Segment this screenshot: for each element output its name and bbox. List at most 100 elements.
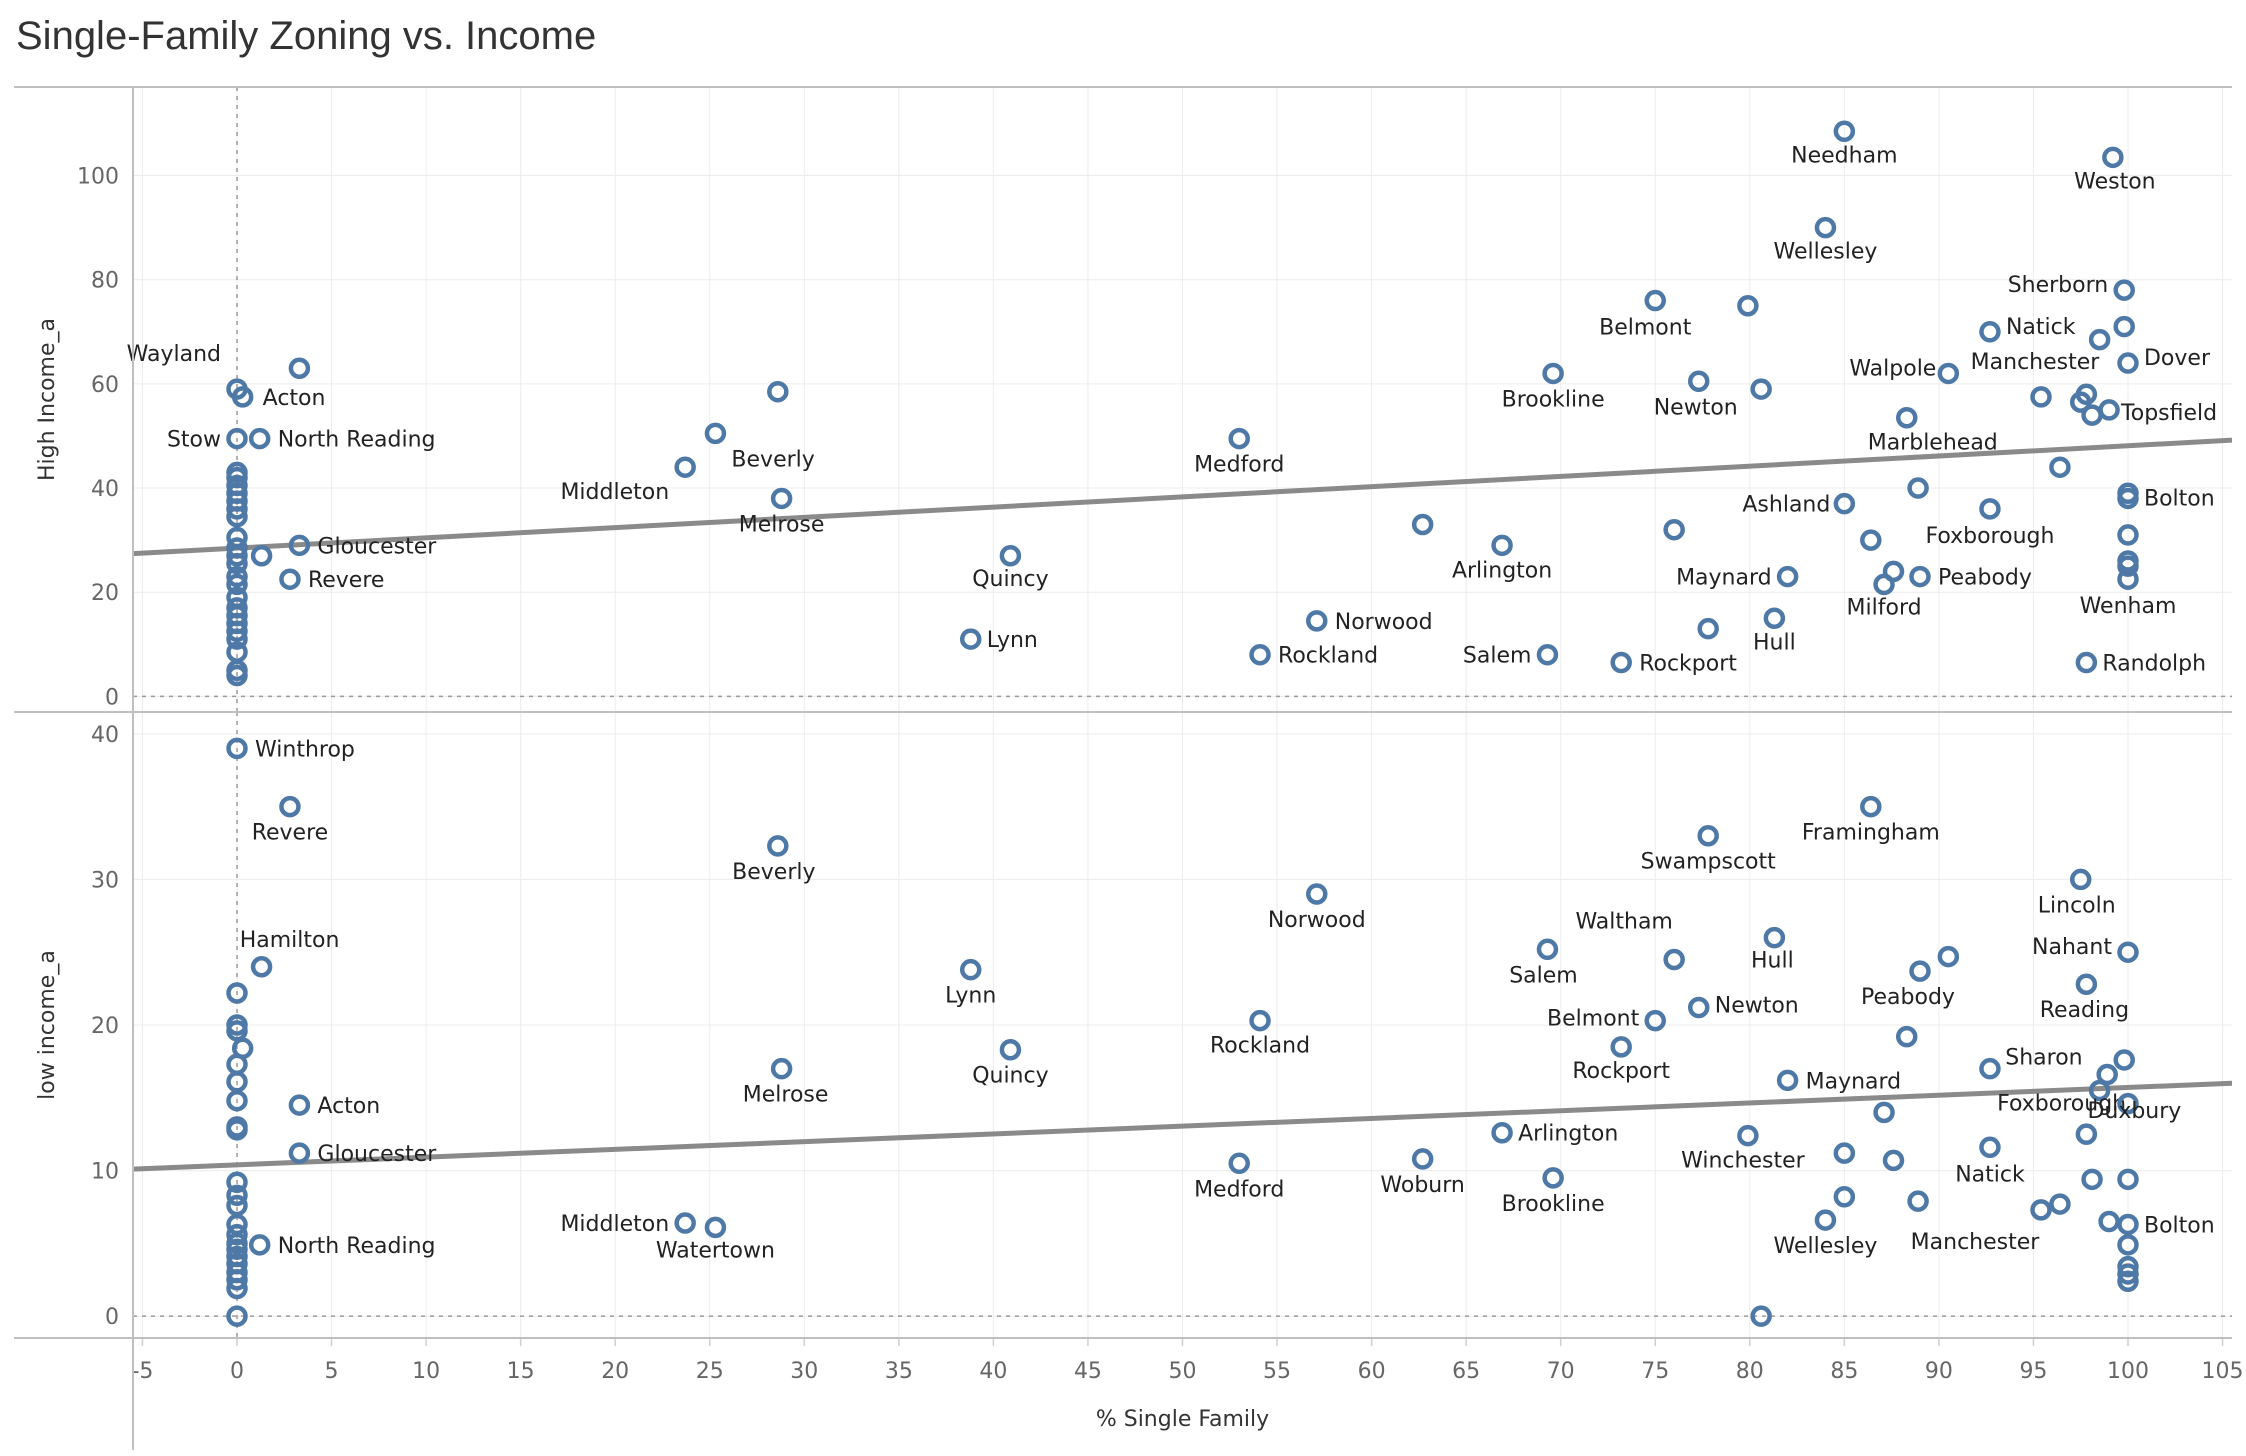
data-point[interactable] [1644, 1009, 1666, 1032]
data-point[interactable] [1833, 1186, 1856, 1208]
data-point[interactable] [226, 620, 248, 643]
data-point[interactable] [999, 545, 1022, 567]
data-point[interactable] [2117, 1255, 2139, 1278]
data-point[interactable] [2069, 868, 2092, 891]
data-point[interactable] [1697, 617, 1719, 640]
data-point[interactable] [767, 835, 789, 857]
data-point[interactable] [226, 737, 248, 760]
data-point[interactable] [226, 982, 248, 1004]
data-point[interactable] [767, 380, 789, 403]
data-point[interactable] [226, 573, 248, 596]
data-point[interactable] [1763, 926, 1786, 949]
data-point[interactable] [1895, 1025, 1918, 1048]
data-point[interactable] [674, 1212, 696, 1234]
data-point[interactable] [674, 456, 696, 478]
data-point[interactable] [1663, 518, 1685, 541]
data-point[interactable] [226, 664, 248, 687]
data-point[interactable] [1979, 1136, 2001, 1159]
data-point[interactable] [226, 1238, 248, 1260]
data-point[interactable] [999, 1038, 1022, 1061]
data-point[interactable] [1610, 1036, 1632, 1058]
data-point[interactable] [226, 1305, 248, 1327]
data-point[interactable] [226, 498, 248, 520]
data-point[interactable] [770, 1057, 793, 1080]
data-point[interactable] [226, 1119, 248, 1141]
data-point[interactable] [2075, 383, 2098, 406]
data-point[interactable] [1909, 565, 1931, 588]
data-point[interactable] [1909, 960, 1931, 982]
data-point[interactable] [2088, 328, 2111, 351]
data-point[interactable] [2113, 1049, 2135, 1071]
data-point[interactable] [1687, 370, 1710, 393]
data-point[interactable] [250, 545, 273, 567]
data-point[interactable] [248, 1234, 271, 1256]
data-point[interactable] [2098, 399, 2120, 421]
data-point[interactable] [1536, 938, 1559, 961]
data-point[interactable] [1979, 321, 2001, 343]
data-point[interactable] [2098, 1210, 2120, 1233]
data-point[interactable] [1737, 1124, 1759, 1147]
data-point[interactable] [2049, 456, 2071, 478]
data-point[interactable] [1937, 945, 1960, 968]
data-point[interactable] [1644, 289, 1666, 312]
data-point[interactable] [2117, 1213, 2139, 1236]
data-point[interactable] [226, 1269, 248, 1291]
data-point[interactable] [1249, 643, 1271, 666]
data-point[interactable] [2088, 1079, 2111, 1102]
data-point[interactable] [1542, 362, 1564, 385]
data-point[interactable] [1979, 498, 2001, 520]
data-point[interactable] [1895, 406, 1918, 429]
data-point[interactable] [226, 628, 248, 650]
data-point[interactable] [959, 628, 982, 650]
data-point[interactable] [770, 487, 793, 510]
data-point[interactable] [279, 795, 301, 818]
data-point[interactable] [1907, 477, 1929, 499]
data-point[interactable] [2117, 555, 2139, 577]
data-point[interactable] [1411, 1148, 1434, 1170]
data-point[interactable] [2117, 487, 2139, 510]
data-point[interactable] [1491, 534, 1513, 557]
data-point[interactable] [2113, 315, 2135, 338]
data-point[interactable] [2075, 651, 2098, 674]
data-point[interactable] [1873, 573, 1895, 596]
data-point[interactable] [1776, 565, 1799, 588]
data-point[interactable] [2117, 941, 2139, 963]
data-point[interactable] [2049, 1193, 2071, 1215]
data-point[interactable] [1750, 378, 1772, 400]
data-point[interactable] [2117, 524, 2139, 546]
data-point[interactable] [1228, 1152, 1250, 1175]
data-point[interactable] [1979, 1057, 2001, 1080]
data-point[interactable] [2081, 1168, 2103, 1191]
data-point[interactable] [2075, 1123, 2098, 1145]
data-point[interactable] [226, 505, 248, 528]
data-point[interactable] [1833, 120, 1856, 143]
data-point[interactable] [1306, 610, 1328, 632]
data-point[interactable] [1833, 1142, 1856, 1164]
data-point[interactable] [226, 552, 248, 575]
data-point[interactable] [1687, 996, 1710, 1019]
data-point[interactable] [1907, 1190, 1929, 1212]
data-point[interactable] [2117, 1270, 2139, 1292]
data-point[interactable] [2117, 352, 2139, 374]
data-point[interactable] [1663, 948, 1685, 971]
data-point[interactable] [1814, 216, 1837, 239]
data-point[interactable] [704, 1216, 727, 1239]
data-point[interactable] [1763, 607, 1786, 629]
data-point[interactable] [704, 422, 727, 445]
data-point[interactable] [231, 386, 254, 408]
data-point[interactable] [1491, 1121, 1513, 1144]
data-point[interactable] [1750, 1305, 1772, 1327]
data-point[interactable] [2081, 404, 2103, 426]
data-point[interactable] [1873, 1101, 1895, 1124]
data-point[interactable] [288, 1142, 311, 1164]
data-point[interactable] [226, 1089, 248, 1112]
data-point[interactable] [1860, 529, 1882, 551]
data-point[interactable] [2117, 1234, 2139, 1256]
data-point[interactable] [226, 565, 248, 588]
data-point[interactable] [1411, 513, 1434, 536]
data-point[interactable] [288, 357, 311, 379]
data-point[interactable] [2117, 1263, 2139, 1285]
data-point[interactable] [2117, 1092, 2139, 1115]
data-point[interactable] [1228, 427, 1250, 450]
data-point[interactable] [288, 534, 311, 557]
